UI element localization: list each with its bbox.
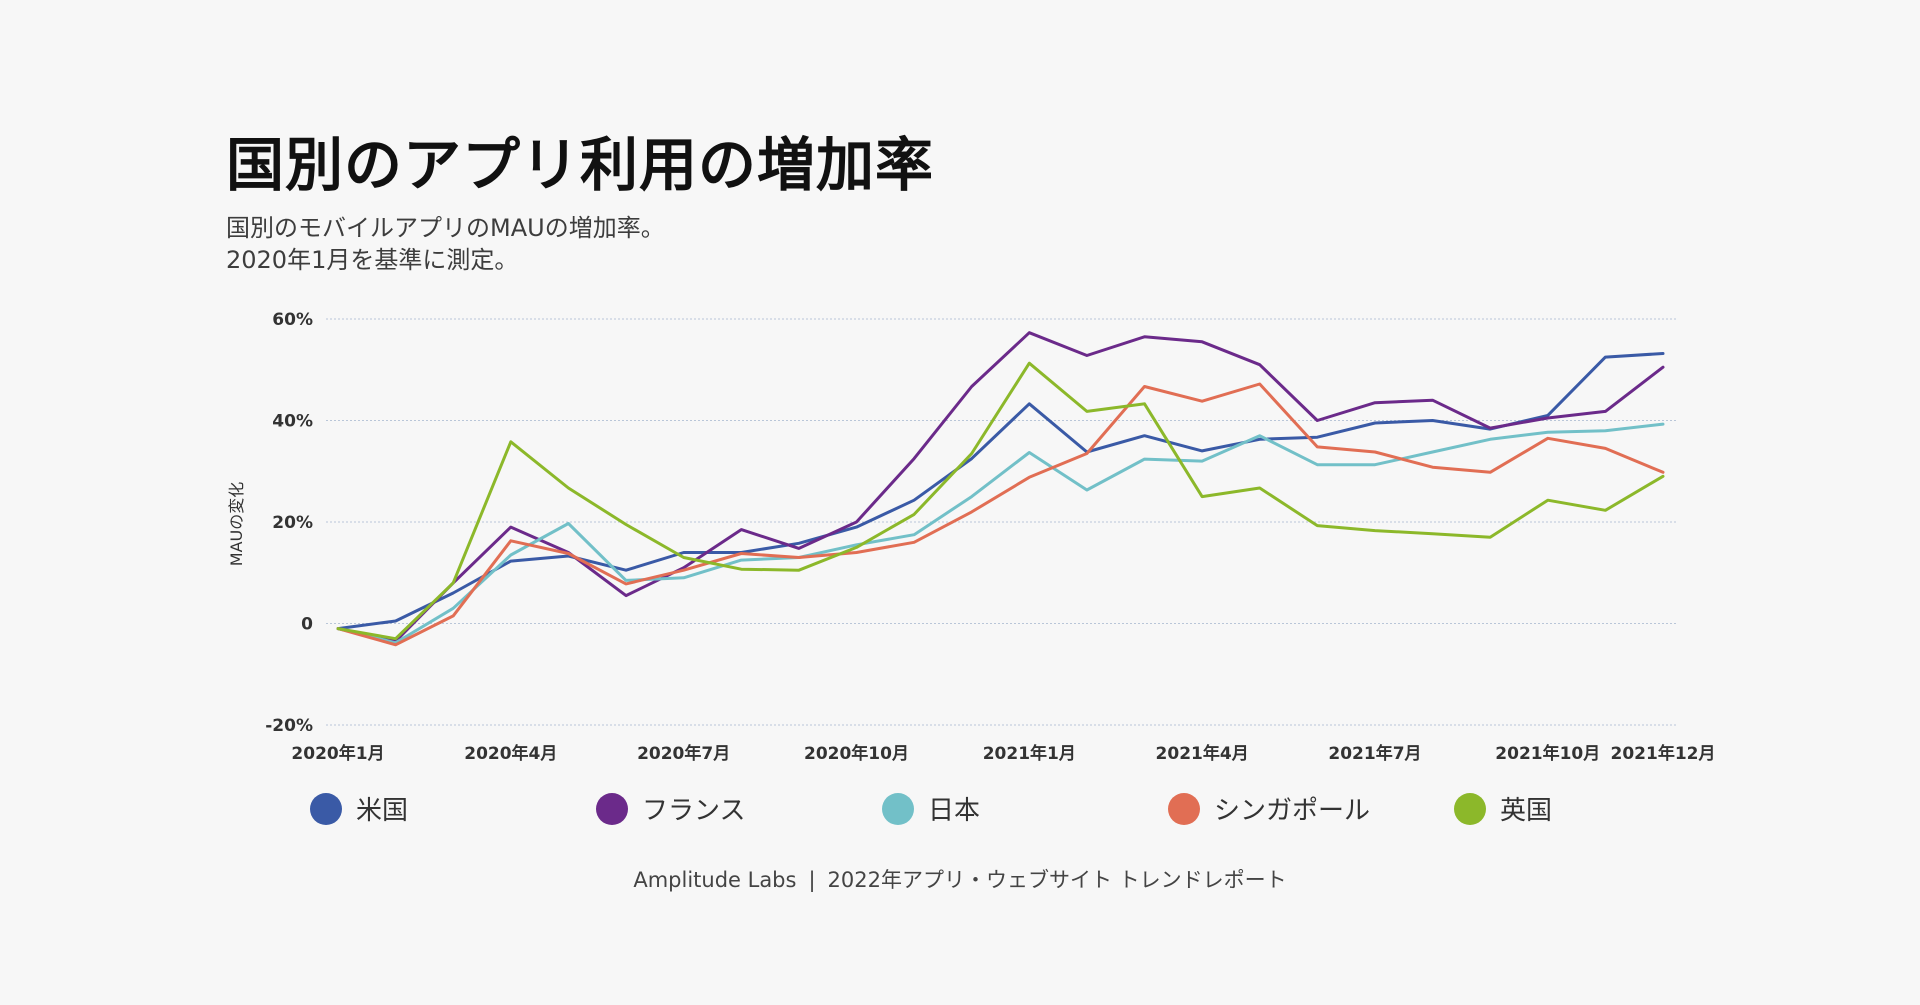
series-line-0 [336,352,1665,631]
footer: Amplitude Labs | 2022年アプリ・ウェブサイト トレンドレポート [0,864,1920,894]
series-line-3 [336,382,1665,647]
legend-label-uk: 英国 [1500,796,1553,826]
series-line-2 [336,422,1665,645]
x-tick-label: 2020年4月 [464,743,557,764]
series-line-1 [336,331,1665,643]
subtitle-line-2: 2020年1月を基準に測定。 [226,246,519,274]
line-chart: -20%020%40%60% 2020年1月 2020年4月 2020年7月 2020… [227,310,1715,764]
subtitle-line-1: 国別のモバイルアプリのMAUの増加率。 [226,214,665,242]
legend-swatch-singapore [1168,792,1200,825]
y-tick-label: 20% [272,513,313,533]
legend-item-france: フランス [596,790,745,827]
legend-item-uk: 英国 [1454,790,1552,827]
series-lines [336,331,1665,647]
legend-label-france: フランス [642,796,746,826]
footer-report: 2022年アプリ・ウェブサイト トレンドレポート [827,868,1287,892]
legend-swatch-japan [882,792,914,825]
x-tick-label: 2021年4月 [1156,743,1249,764]
y-tick-label: 0 [301,615,313,635]
chart-subtitle: 国別のモバイルアプリのMAUの増加率。 2020年1月を基準に測定。 [226,212,665,276]
y-tick-label: -20% [265,716,313,736]
legend-item-us: 米国 [310,790,408,827]
x-tick-label: 2020年10月 [804,743,909,764]
page-title: 国別のアプリ利用の増加率 [226,131,935,199]
x-tick-label: 2021年1月 [983,743,1076,764]
series-line-4 [336,361,1665,641]
y-tick-label: 40% [272,412,313,432]
footer-brand: Amplitude Labs [633,868,797,892]
y-tick-label: 60% [272,310,313,330]
legend-item-singapore: シンガポール [1168,790,1370,827]
footer-separator: | [808,868,816,892]
legend-label-singapore: シンガポール [1214,796,1371,826]
x-tick-label: 2020年7月 [637,743,730,764]
y-axis-label: MAUの変化 [227,482,246,566]
legend-label-us: 米国 [356,796,409,826]
x-tick-label: 2021年10月 [1495,743,1600,764]
x-tick-label: 2020年1月 [291,743,384,764]
legend-item-japan: 日本 [882,790,980,827]
legend: 米国 フランス 日本 シンガポール 英国 [0,790,1920,834]
x-axis-ticks: 2020年1月 2020年4月 2020年7月 2020年10月 2021年1月 2021… [291,743,1715,764]
legend-label-japan: 日本 [928,796,981,826]
x-tick-label: 2021年12月 [1611,743,1716,764]
x-tick-label: 2021年7月 [1328,743,1421,764]
legend-swatch-uk [1454,792,1486,825]
legend-swatch-france [596,792,628,825]
grid-lines [326,318,1676,726]
legend-swatch-us [310,792,342,825]
y-axis-ticks: -20% 0 20% 40% 60% [265,310,313,736]
